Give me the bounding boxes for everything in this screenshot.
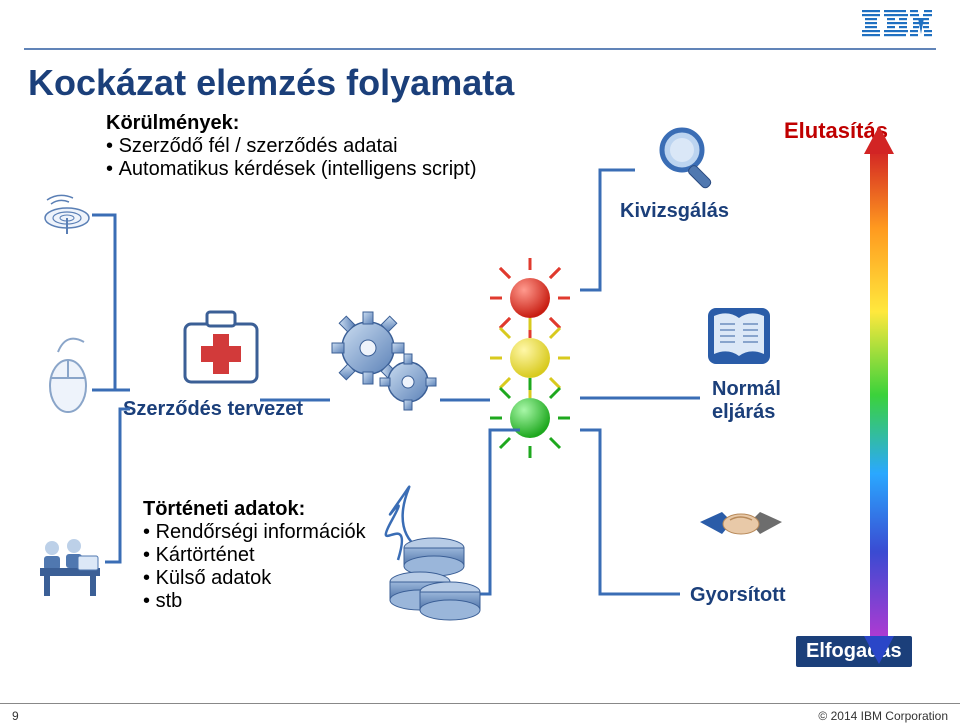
connector-db-to-traffic — [470, 430, 520, 594]
database-icon — [390, 538, 480, 620]
medkit-icon — [185, 312, 257, 382]
traffic-light-icon — [490, 258, 570, 458]
people-desk-icon — [40, 539, 100, 596]
rainbow-scale — [864, 126, 894, 664]
left-connectors — [92, 215, 130, 562]
page-number: 9 — [12, 709, 19, 723]
connector-to-investigation — [580, 170, 635, 290]
satellite-icon — [45, 195, 89, 234]
gears-icon — [332, 312, 436, 410]
footer: 9 © 2014 IBM Corporation — [0, 703, 960, 727]
diagram-layer — [0, 0, 960, 727]
connector-to-expedited — [580, 430, 680, 594]
mouse-icon — [50, 339, 86, 412]
handshake-icon — [700, 512, 782, 534]
magnifier-icon — [662, 130, 712, 189]
copyright: © 2014 IBM Corporation — [818, 709, 948, 723]
book-icon — [708, 308, 770, 364]
